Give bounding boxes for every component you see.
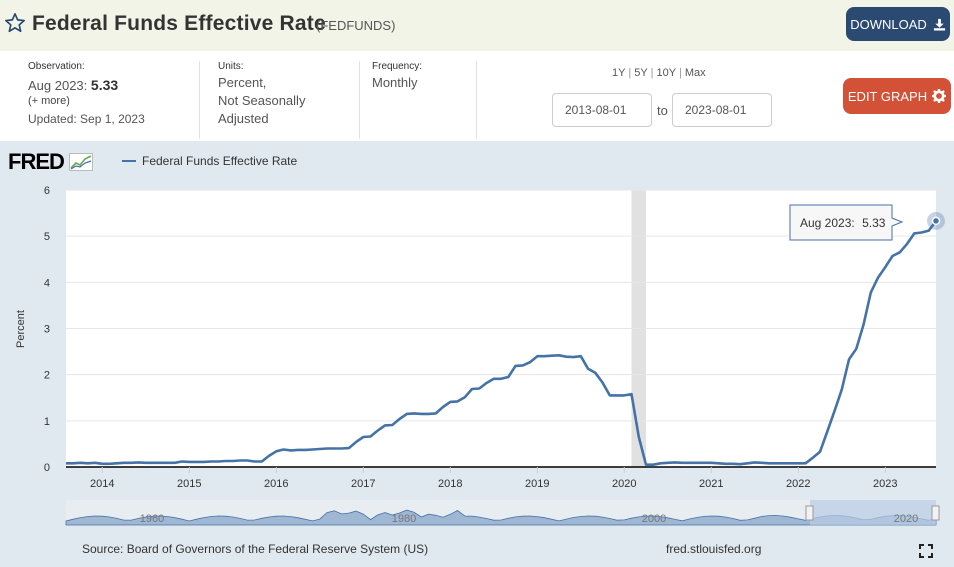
navigator-label: 2000 [642, 513, 666, 525]
series-metadata: Observation: Aug 2023: 5.33 (+ more) Upd… [0, 51, 954, 141]
fred-logo-text: FRED [8, 149, 65, 174]
x-tick-label: 2018 [438, 478, 462, 490]
series-line[interactable] [66, 220, 938, 466]
end-date-input[interactable]: 2023-08-01 [672, 93, 772, 127]
divider [199, 61, 200, 139]
observation-value: 5.33 [90, 77, 119, 93]
tooltip-value: 5.33 [862, 216, 886, 230]
tooltip-label: Aug 2023: [800, 216, 855, 230]
units-line-3: Adjusted [218, 111, 269, 126]
marker-point[interactable] [931, 216, 941, 226]
navigator-label: 1960 [140, 513, 164, 525]
to-label: to [657, 103, 668, 118]
navigator-selected-window[interactable] [810, 500, 936, 525]
observation-block: Observation: Aug 2023: 5.33 (+ more) Upd… [28, 61, 145, 128]
gridlines [66, 189, 936, 468]
units-line-1: Percent, [218, 75, 267, 90]
y-tick-label: 6 [44, 185, 50, 197]
navigator-series-area [65, 509, 937, 526]
x-tick-label: 2022 [786, 478, 810, 490]
navigator-label: 2020 [894, 513, 918, 525]
edit-graph-label: EDIT GRAPH [847, 88, 928, 104]
x-tick-label: 2016 [264, 478, 288, 490]
frequency-block: Frequency: Monthly [372, 61, 422, 92]
frequency-value: Monthly [372, 75, 418, 90]
navigator-labels: 1960 1980 2000 2020 [140, 513, 918, 525]
range-link-1y[interactable]: 1Y [612, 67, 626, 79]
units-line-2: Not Seasonally [218, 93, 306, 108]
fullscreen-icon[interactable] [919, 544, 933, 558]
y-tick-label: 1 [44, 416, 50, 428]
chart-legend: Federal Funds Effective Rate [122, 154, 297, 168]
start-date-input[interactable]: 2013-08-01 [552, 93, 652, 127]
y-tick-label: 0 [44, 462, 50, 474]
download-label: DOWNLOAD [850, 16, 927, 32]
tooltip: Aug 2023: 5.33 [789, 204, 904, 241]
x-tick-label: 2020 [612, 478, 636, 490]
page-header: Federal Funds Effective Rate (FEDFUNDS) … [0, 0, 954, 51]
y-tick-label: 4 [44, 277, 50, 289]
frequency-label: Frequency: [372, 61, 423, 72]
more-link[interactable]: (+ more) [28, 95, 70, 107]
observation-period: Aug 2023: [28, 78, 88, 93]
range-link-5y[interactable]: 5Y [634, 67, 648, 79]
fred-url[interactable]: fred.stlouisfed.org [666, 542, 762, 556]
tooltip-box [789, 204, 904, 241]
divider [476, 61, 477, 139]
x-axis-ticks: 2014 2015 2016 2017 2018 2019 2020 2021 2022 2023 [90, 467, 897, 490]
series-id: (FEDFUNDS) [316, 18, 396, 33]
x-tick-label: 2017 [351, 478, 375, 490]
legend-label: Federal Funds Effective Rate [142, 154, 298, 168]
x-tick-label: 2014 [90, 478, 114, 490]
range-navigator[interactable]: 1960 1980 2000 2020 [65, 500, 940, 526]
fred-logo: FRED [8, 149, 94, 175]
download-button[interactable]: DOWNLOAD [846, 7, 950, 41]
x-tick-label: 2021 [699, 478, 723, 490]
fred-logo-chart-icon [69, 153, 94, 171]
tooltip-text: Aug 2023: 5.33 [800, 216, 886, 230]
favorite-star-icon[interactable] [4, 12, 26, 34]
download-icon [933, 18, 945, 31]
x-tick-label: 2019 [525, 478, 549, 490]
y-tick-label: 5 [44, 231, 50, 243]
legend-swatch [122, 160, 136, 162]
source-text: Source: Board of Governors of the Federa… [82, 542, 429, 556]
units-label: Units: [218, 61, 244, 72]
x-tick-label: 2023 [873, 478, 897, 490]
updated-date: Updated: Sep 1, 2023 [28, 112, 145, 126]
y-tick-label: 3 [44, 324, 50, 336]
navigator-label: 1980 [392, 513, 416, 525]
range-links: 1Y | 5Y | 10Y | Max [612, 67, 706, 79]
gear-icon [932, 89, 947, 103]
edit-graph-button[interactable]: EDIT GRAPH [843, 78, 951, 114]
y-tick-label: 2 [44, 370, 50, 382]
range-link-max[interactable]: Max [684, 67, 706, 79]
latest-point-marker[interactable] [927, 211, 945, 230]
page-title: Federal Funds Effective Rate [32, 12, 326, 35]
y-axis-ticks: 0 1 2 3 4 5 6 [44, 185, 50, 474]
observation-label: Observation: [28, 61, 85, 72]
range-link-10y[interactable]: 10Y [656, 67, 676, 79]
navigator-left-handle[interactable] [805, 505, 814, 521]
divider [359, 61, 360, 139]
units-block: Units: Percent, Not Seasonally Adjusted [218, 61, 305, 128]
navigator-right-handle[interactable] [931, 505, 940, 521]
x-tick-label: 2015 [177, 478, 201, 490]
y-axis-label: Percent [15, 310, 27, 348]
